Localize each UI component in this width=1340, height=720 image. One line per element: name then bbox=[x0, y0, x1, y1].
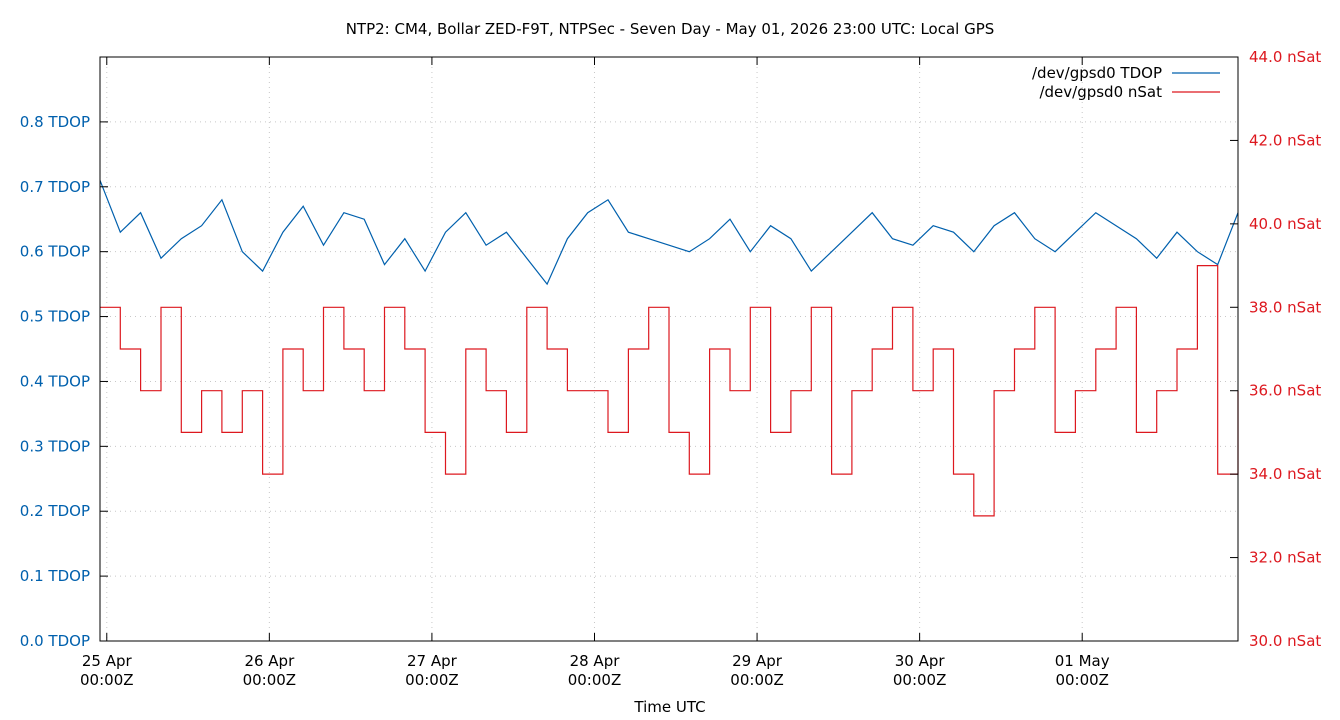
legend-label: /dev/gpsd0 TDOP bbox=[1032, 64, 1162, 82]
right-axis-tick-label: 32.0 nSat bbox=[1249, 549, 1321, 567]
x-axis-tick-label-date: 30 Apr bbox=[895, 652, 946, 670]
left-axis-tick-label: 0.1 TDOP bbox=[20, 567, 90, 585]
x-axis-tick-label-time: 00:00Z bbox=[1055, 671, 1109, 689]
x-axis-tick-label-time: 00:00Z bbox=[80, 671, 134, 689]
axes: 0.0 TDOP 0.1 TDOP 0.2 TDOP 0.3 TDOP 0.4 TDOP… bbox=[20, 48, 1322, 689]
right-axis-tick-label: 44.0 nSat bbox=[1249, 48, 1321, 66]
right-axis-tick-label: 34.0 nSat bbox=[1249, 465, 1321, 483]
right-axis-tick-label: 30.0 nSat bbox=[1249, 632, 1321, 650]
left-axis-tick-label: 0.5 TDOP bbox=[20, 308, 90, 326]
left-axis-tick-label: 0.0 TDOP bbox=[20, 632, 90, 650]
right-axis-tick-label: 36.0 nSat bbox=[1249, 382, 1321, 400]
left-axis-tick-label: 0.2 TDOP bbox=[20, 502, 90, 520]
left-axis-tick-label: 0.3 TDOP bbox=[20, 437, 90, 455]
x-axis-tick-label-date: 26 Apr bbox=[244, 652, 295, 670]
chart-title: NTP2: CM4, Bollar ZED-F9T, NTPSec - Seve… bbox=[346, 20, 995, 38]
plot-border bbox=[99, 56, 1239, 642]
left-axis-tick-label: 0.8 TDOP bbox=[20, 113, 90, 131]
left-axis-tick-label: 0.6 TDOP bbox=[20, 243, 90, 261]
x-axis-tick-label-time: 00:00Z bbox=[243, 671, 297, 689]
legend: /dev/gpsd0 TDOP/dev/gpsd0 nSat bbox=[1032, 64, 1220, 101]
x-axis-tick-label-time: 00:00Z bbox=[568, 671, 622, 689]
series-line-nsat bbox=[100, 265, 1239, 517]
right-axis-tick-label: 38.0 nSat bbox=[1249, 298, 1321, 316]
x-axis-tick-label-time: 00:00Z bbox=[730, 671, 784, 689]
series-line-tdop bbox=[99, 180, 1239, 286]
x-axis-tick-label-time: 00:00Z bbox=[893, 671, 947, 689]
right-axis-tick-label: 40.0 nSat bbox=[1249, 215, 1321, 233]
left-axis-tick-label: 0.4 TDOP bbox=[20, 372, 90, 390]
x-axis-tick-label-date: 25 Apr bbox=[82, 652, 133, 670]
legend-label: /dev/gpsd0 nSat bbox=[1039, 83, 1162, 101]
left-axis-tick-label: 0.7 TDOP bbox=[20, 178, 90, 196]
series-layer bbox=[99, 180, 1239, 517]
x-axis-tick-label-date: 29 Apr bbox=[732, 652, 783, 670]
x-axis-tick-label-date: 01 May bbox=[1055, 652, 1110, 670]
x-axis-label: Time UTC bbox=[633, 698, 705, 716]
right-axis-tick-label: 42.0 nSat bbox=[1249, 131, 1321, 149]
x-axis-tick-label-time: 00:00Z bbox=[405, 671, 459, 689]
x-axis-tick-label-date: 27 Apr bbox=[407, 652, 458, 670]
x-axis-tick-label-date: 28 Apr bbox=[570, 652, 621, 670]
